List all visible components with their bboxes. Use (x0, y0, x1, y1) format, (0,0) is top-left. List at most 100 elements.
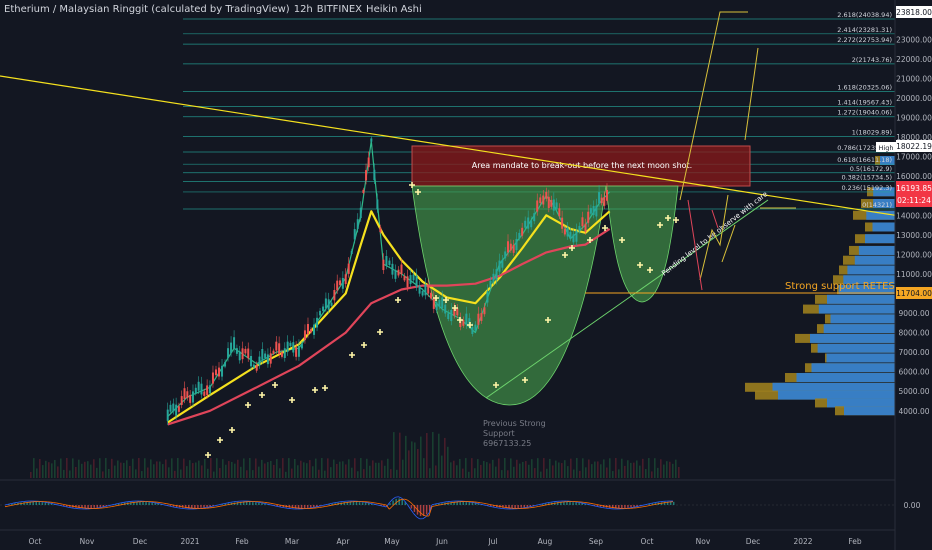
volume-bar (48, 462, 50, 478)
volume-bar (150, 459, 152, 478)
volume-bar (603, 459, 605, 478)
oscillator-signal (553, 502, 558, 504)
oscillator-bar (133, 501, 135, 505)
volume-bar (285, 471, 287, 478)
oscillator-bar (508, 505, 510, 509)
oscillator-line (309, 507, 314, 509)
candle-body (300, 343, 303, 349)
candle-body (244, 348, 247, 354)
oscillator-bar (245, 501, 248, 505)
candle-body (569, 231, 572, 239)
oscillator-signal (434, 504, 439, 507)
candle-body (183, 388, 186, 400)
time-axis[interactable]: Oct Nov Dec 2021 Feb Mar Apr May Jun Jul Aug Sep Oct… (29, 537, 862, 546)
time-tick-label: Aug (538, 537, 553, 546)
oscillator-line (648, 502, 652, 505)
oscillator-line (480, 503, 484, 506)
time-tick-label: May (384, 537, 400, 546)
volume-bar (534, 468, 536, 478)
oscillator-bar (523, 505, 525, 508)
oscillator-bar (11, 503, 13, 505)
fib-label: 1(18029.89) (852, 128, 892, 136)
handle-pattern[interactable] (605, 185, 679, 303)
time-tick-label: Oct (29, 537, 42, 546)
volume-bar (261, 459, 263, 478)
oscillator-bar (319, 505, 321, 506)
candle-body (558, 208, 561, 217)
time-tick-label: Feb (848, 537, 862, 546)
price-axis[interactable] (895, 0, 932, 530)
buy-marker (657, 222, 663, 228)
price-tick-label: 5000.00 (898, 387, 929, 396)
volume-bar (291, 468, 293, 478)
volume-bar (363, 469, 365, 478)
volume-profile-bar-buy (865, 234, 895, 244)
volume-bar (192, 463, 194, 478)
volume-bar (156, 461, 158, 478)
volume-bar (387, 458, 389, 478)
volume-bar (417, 449, 419, 478)
time-tick-label: Feb (235, 537, 249, 546)
volume-bar (327, 458, 329, 478)
volume-bar (78, 459, 80, 478)
candle-body (206, 385, 209, 396)
trend-line[interactable] (0, 75, 932, 222)
fib-label: 1.414(19567.43) (837, 98, 892, 106)
oscillator-bar (575, 502, 577, 505)
candle-body (450, 309, 453, 322)
oscillator-bar (151, 502, 153, 505)
fib-label: 2(21743.76) (852, 56, 892, 64)
candle-body (489, 280, 492, 288)
oscillator-line (383, 505, 387, 508)
price-tick-label: 20000.00 (896, 94, 932, 103)
candle-body (575, 230, 578, 242)
oscillator-line (221, 503, 225, 505)
volume-bar (222, 459, 224, 478)
fib-extension[interactable]: 2.618(24038.94) 2.414(23281.31) 2.272(2275… (183, 11, 895, 210)
candle-body (330, 302, 333, 306)
volume-profile-bar-buy (847, 265, 895, 275)
buy-marker (395, 297, 401, 303)
time-tick-label: Dec (746, 537, 761, 546)
last-price: 16193.85 (896, 184, 932, 193)
oscillator-signal (398, 499, 402, 502)
volume-bar (132, 458, 134, 478)
volume-bar (255, 458, 257, 478)
rising-trend-line[interactable] (485, 199, 769, 399)
volume-bar (510, 458, 512, 478)
volume-profile-bar-buy (827, 294, 895, 304)
oscillator-bar (505, 505, 507, 509)
oscillator-line (578, 501, 582, 504)
volume-bar (411, 441, 413, 478)
candle-body (550, 200, 553, 207)
candle-body (589, 208, 592, 214)
candle-body (406, 276, 409, 288)
top-tag-bg (896, 6, 932, 18)
buy-marker (229, 427, 235, 433)
candle-body (258, 356, 261, 366)
candle-body (415, 275, 418, 287)
candle-body (365, 170, 368, 181)
oscillator-bar (157, 503, 159, 505)
price-series (166, 136, 679, 458)
volume-bar (210, 458, 212, 478)
oscillator-line (404, 500, 408, 506)
volume-bar (279, 468, 281, 478)
volume-bar (198, 460, 200, 478)
volume-bar (663, 464, 665, 478)
oscillator-line (14, 501, 18, 504)
volume-bar (432, 432, 434, 478)
candle-body (327, 299, 330, 310)
svg-text:6967133.25: 6967133.25 (483, 439, 531, 448)
volume-bar (612, 471, 614, 478)
volume-bar (585, 467, 587, 478)
oscillator-signal (340, 502, 344, 504)
candle-body (233, 337, 236, 349)
oscillator-line (218, 503, 222, 506)
time-tick-label: Nov (80, 537, 95, 546)
volume-bar (414, 442, 416, 478)
oscillator-line (267, 503, 271, 506)
volume-bar (624, 465, 626, 478)
candle-body (227, 348, 230, 358)
